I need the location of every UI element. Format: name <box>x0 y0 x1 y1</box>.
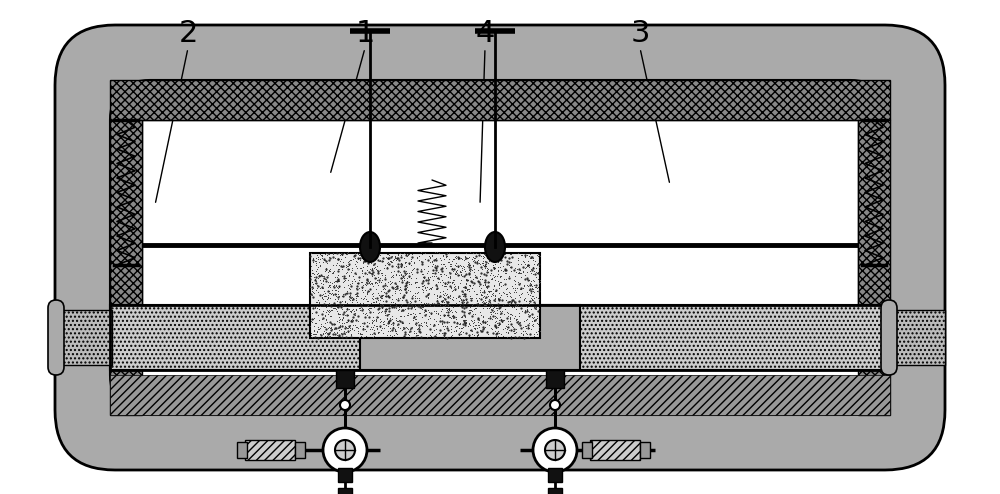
Bar <box>546 370 564 388</box>
Bar <box>110 375 890 415</box>
Bar <box>888 310 945 365</box>
Bar <box>245 440 295 460</box>
Bar <box>590 440 640 460</box>
Bar <box>338 468 352 482</box>
Ellipse shape <box>485 232 505 262</box>
Circle shape <box>550 400 560 410</box>
Bar <box>110 370 142 415</box>
Bar <box>110 375 890 415</box>
Bar <box>110 370 890 415</box>
Bar <box>548 488 562 494</box>
Circle shape <box>323 428 367 472</box>
Bar <box>110 305 890 370</box>
Bar <box>110 80 890 120</box>
Bar <box>295 442 305 458</box>
Circle shape <box>340 400 350 410</box>
Bar <box>582 442 592 458</box>
Bar <box>548 468 562 482</box>
FancyBboxPatch shape <box>48 300 64 375</box>
FancyBboxPatch shape <box>55 25 945 470</box>
Bar <box>55 310 112 365</box>
FancyBboxPatch shape <box>881 300 897 375</box>
Circle shape <box>533 428 577 472</box>
Bar <box>858 120 890 305</box>
Circle shape <box>545 440 565 460</box>
Bar <box>858 370 890 415</box>
Text: 2: 2 <box>178 19 198 48</box>
Ellipse shape <box>360 232 380 262</box>
Bar <box>338 488 352 494</box>
Bar <box>110 305 890 370</box>
Text: 4: 4 <box>475 19 495 48</box>
Bar <box>310 253 540 338</box>
FancyBboxPatch shape <box>110 80 890 415</box>
Bar <box>142 120 858 305</box>
Bar <box>110 120 142 305</box>
Bar <box>640 442 650 458</box>
Bar <box>360 305 580 370</box>
Bar <box>110 80 890 120</box>
Bar <box>237 442 247 458</box>
Circle shape <box>335 440 355 460</box>
Text: 1: 1 <box>355 19 375 48</box>
Text: 3: 3 <box>630 19 650 48</box>
Bar <box>336 370 354 388</box>
